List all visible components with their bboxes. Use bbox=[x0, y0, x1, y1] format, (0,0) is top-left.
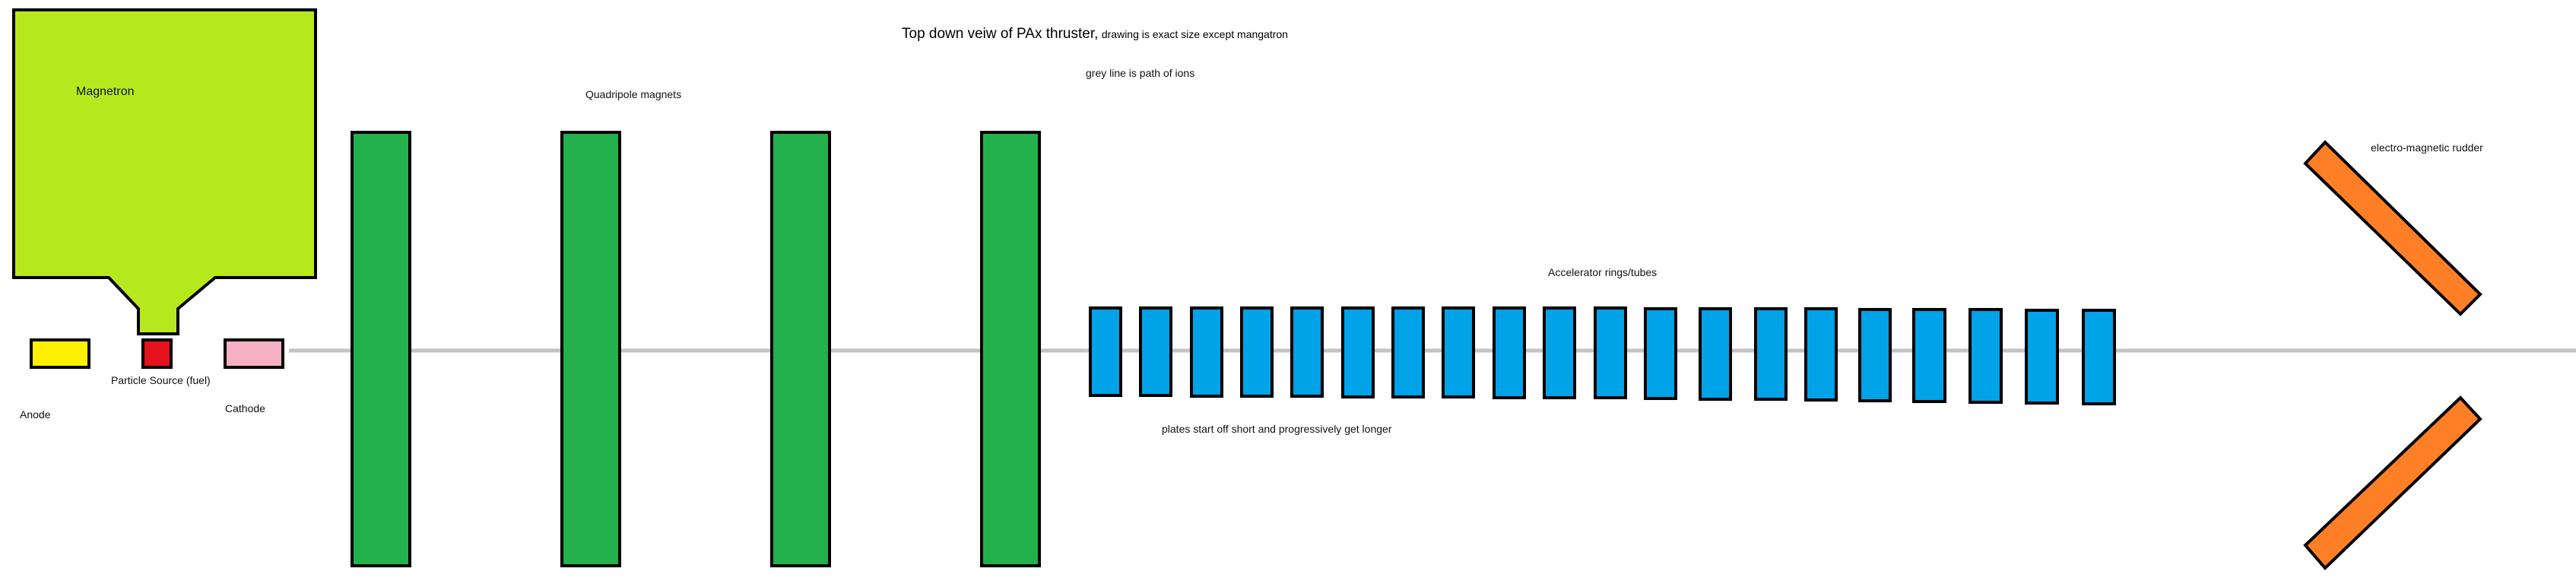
accelerator-rings bbox=[1089, 306, 2116, 405]
title-main: Top down veiw of PAx thruster, bbox=[902, 26, 1099, 42]
rudder-lower bbox=[2303, 395, 2482, 570]
magnetron bbox=[12, 8, 317, 335]
plates-note: plates start off short and progressively… bbox=[1162, 423, 1392, 435]
accelerator-ring bbox=[2025, 309, 2059, 405]
particle-source-label: Particle Source (fuel) bbox=[111, 374, 211, 386]
ion-path-note: grey line is path of ions bbox=[1086, 67, 1195, 79]
accelerator-ring bbox=[1089, 306, 1122, 397]
accelerator-ring bbox=[1644, 307, 1677, 400]
accelerator-ring bbox=[1391, 306, 1425, 398]
accelerator-ring bbox=[1699, 307, 1732, 401]
quadripole-magnet bbox=[351, 131, 411, 567]
accelerator-ring bbox=[1139, 306, 1172, 397]
rudder-label: electro-magnetic rudder bbox=[2371, 141, 2483, 154]
particle-source bbox=[141, 338, 173, 369]
accelerator-ring bbox=[1912, 308, 1946, 403]
accelerator-ring bbox=[1442, 306, 1475, 398]
accelerator-ring bbox=[1290, 306, 1324, 398]
accelerator-ring bbox=[1754, 307, 1788, 401]
cathode bbox=[224, 338, 284, 369]
rudder-upper bbox=[2303, 140, 2482, 316]
quadripole-magnet bbox=[560, 131, 621, 567]
accelerator-ring bbox=[1594, 306, 1627, 399]
accelerator-label: Accelerator rings/tubes bbox=[1548, 266, 1658, 278]
accelerator-ring bbox=[1858, 308, 1892, 402]
accelerator-ring bbox=[1190, 306, 1223, 398]
accelerator-ring bbox=[1240, 306, 1274, 398]
accelerator-ring bbox=[1341, 306, 1375, 398]
accelerator-ring bbox=[1804, 307, 1838, 402]
anode bbox=[30, 338, 90, 369]
quadripole-magnet bbox=[770, 131, 831, 567]
quadripole-magnet bbox=[980, 131, 1041, 567]
accelerator-ring bbox=[1543, 306, 1576, 399]
accelerator-ring bbox=[2082, 309, 2116, 405]
accelerator-ring bbox=[1493, 306, 1526, 399]
quadripole-label: Quadripole magnets bbox=[585, 88, 682, 100]
anode-label: Anode bbox=[20, 408, 51, 421]
cathode-label: Cathode bbox=[225, 402, 265, 414]
magnetron-label: Magnetron bbox=[76, 85, 135, 98]
title-sub: drawing is exact size except mangatron bbox=[1101, 28, 1288, 40]
diagram-title: Top down veiw of PAx thruster, drawing i… bbox=[902, 26, 1288, 43]
accelerator-ring bbox=[1968, 308, 2003, 404]
